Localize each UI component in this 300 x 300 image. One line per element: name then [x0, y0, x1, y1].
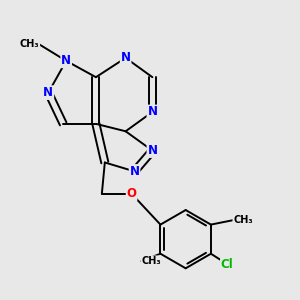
Text: CH₃: CH₃: [233, 215, 253, 225]
Text: N: N: [61, 54, 71, 67]
Text: N: N: [147, 144, 158, 157]
Text: Cl: Cl: [221, 258, 234, 271]
Text: O: O: [127, 187, 136, 200]
Text: N: N: [43, 86, 53, 99]
Text: N: N: [147, 106, 158, 118]
Text: CH₃: CH₃: [20, 40, 39, 50]
Text: CH₃: CH₃: [141, 256, 161, 266]
Text: N: N: [130, 165, 140, 178]
Text: N: N: [121, 51, 130, 64]
